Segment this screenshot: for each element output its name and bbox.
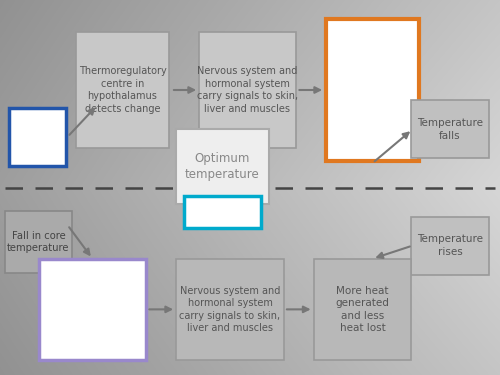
Text: Temperature
falls: Temperature falls: [417, 118, 483, 141]
FancyBboxPatch shape: [326, 19, 418, 161]
FancyBboxPatch shape: [411, 217, 489, 274]
Text: More heat
generated
and less
heat lost: More heat generated and less heat lost: [336, 286, 390, 333]
FancyBboxPatch shape: [176, 129, 269, 204]
FancyBboxPatch shape: [8, 108, 66, 166]
FancyBboxPatch shape: [198, 32, 296, 148]
Text: Fall in core
temperature: Fall in core temperature: [7, 231, 70, 253]
Text: Nervous system and
hormonal system
carry signals to skin,
liver and muscles: Nervous system and hormonal system carry…: [180, 286, 280, 333]
FancyBboxPatch shape: [4, 211, 72, 273]
FancyBboxPatch shape: [184, 196, 261, 228]
Text: Nervous system and
hormonal system
carry signals to skin,
liver and muscles: Nervous system and hormonal system carry…: [197, 66, 298, 114]
Text: Temperature
rises: Temperature rises: [417, 234, 483, 257]
FancyBboxPatch shape: [176, 259, 284, 360]
Text: Optimum
temperature: Optimum temperature: [185, 152, 260, 182]
FancyBboxPatch shape: [39, 259, 146, 360]
FancyBboxPatch shape: [76, 32, 169, 148]
Text: Thermoregulatory
centre in
hypothalamus
detects change: Thermoregulatory centre in hypothalamus …: [78, 66, 166, 114]
FancyBboxPatch shape: [411, 100, 489, 158]
FancyBboxPatch shape: [314, 259, 411, 360]
